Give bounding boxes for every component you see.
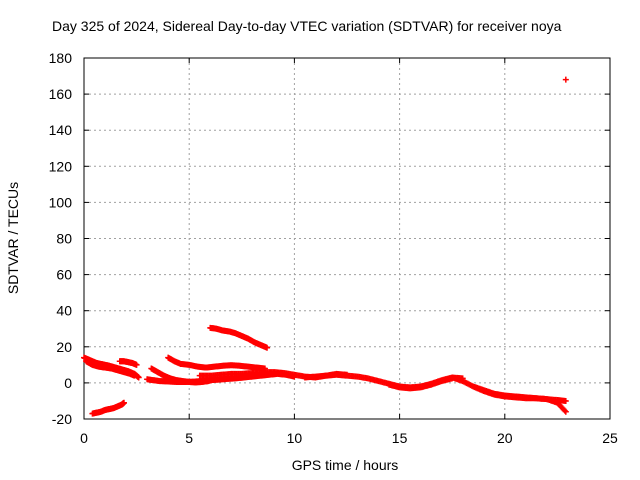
x-tick-label: 15 (392, 430, 408, 446)
y-tick-label: 0 (64, 375, 72, 391)
y-tick-label: 140 (49, 122, 73, 138)
x-tick-label: 0 (80, 430, 88, 446)
y-axis-label: SDTVAR / TECUs (5, 182, 21, 294)
data-point-arc-start (135, 374, 142, 381)
grid (84, 58, 610, 419)
data-point-arc-neg (120, 399, 127, 406)
y-tick-label: 40 (56, 303, 72, 319)
x-tick-label: 25 (602, 430, 618, 446)
plot-frame (83, 57, 611, 420)
x-tick-label: 5 (185, 430, 193, 446)
data-point-arc-late-b (562, 408, 569, 415)
data-point-arc-late-b (561, 407, 568, 414)
y-tick-label: 160 (49, 86, 73, 102)
x-axis-label: GPS time / hours (292, 457, 399, 473)
y-tick-label: -20 (52, 411, 72, 427)
data-point-outlier (562, 76, 569, 83)
data-points (81, 76, 569, 417)
data-point-arc-late (562, 397, 569, 404)
y-tick-label: 100 (49, 194, 73, 210)
y-tick-label: 80 (56, 231, 72, 247)
chart-title: Day 325 of 2024, Sidereal Day-to-day VTE… (52, 18, 562, 34)
data-point-arc-start-b (131, 372, 138, 379)
x-tick-label: 10 (287, 430, 303, 446)
data-point-arc-start-c (133, 361, 140, 368)
y-tick-label: 180 (49, 50, 73, 66)
y-tick-label: 120 (49, 158, 73, 174)
axis-ticks: 0 5 10 15 20 25 -20 0 20 40 60 80 100 120 140 160 180 (49, 50, 618, 446)
data-point-arc-high (264, 344, 271, 351)
x-tick-label: 20 (497, 430, 513, 446)
y-tick-label: 20 (56, 339, 72, 355)
y-tick-label: 60 (56, 267, 72, 283)
